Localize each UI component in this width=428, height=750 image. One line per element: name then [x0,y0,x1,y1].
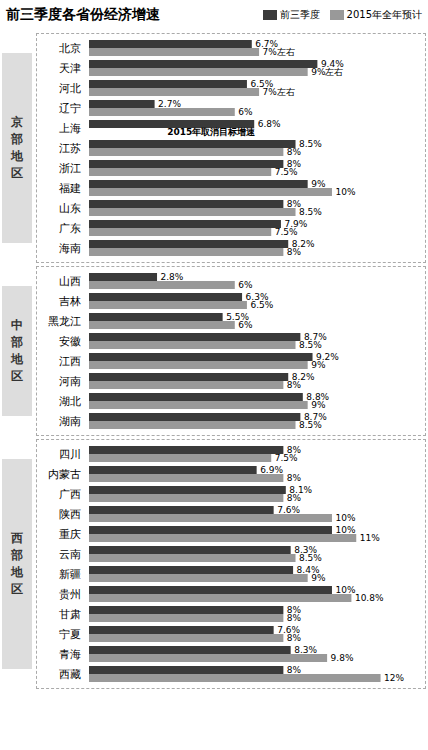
svg-text:吉林: 吉林 [59,295,81,308]
svg-text:云南: 云南 [59,548,81,561]
svg-text:福建: 福建 [59,182,81,195]
svg-text:8.4%: 8.4% [296,565,320,576]
svg-text:山西: 山西 [59,275,81,288]
svg-text:江西: 江西 [59,355,81,368]
svg-text:10%: 10% [335,513,355,523]
svg-text:10%: 10% [335,585,355,595]
svg-text:8%: 8% [287,613,302,623]
svg-text:7.5%: 7.5% [275,167,298,177]
svg-text:9%左右: 9%左右 [311,67,343,77]
svg-text:9%: 9% [311,360,326,370]
html-text:中 部 地 区: 中 部 地 区 [11,318,23,383]
svg-text:西藏: 西藏 [59,668,81,681]
html-text:西 部 地 区: 西 部 地 区 [11,531,23,596]
svg-text:2.8%: 2.8% [161,272,184,282]
svg-text:新疆: 新疆 [59,568,81,581]
svg-text:9.4%: 9.4% [320,59,344,70]
svg-text:10.8%: 10.8% [355,593,384,603]
html-text:京 部 地 区: 京 部 地 区 [11,115,23,180]
svg-text:7%左右: 7%左右 [263,87,295,97]
svg-text:8.2%: 8.2% [291,239,315,250]
svg-text:8%: 8% [286,199,302,210]
svg-text:8%: 8% [287,247,302,257]
svg-text:6.9%: 6.9% [260,465,283,475]
svg-text:宁夏: 宁夏 [59,628,81,641]
svg-text:10%: 10% [335,525,355,535]
html-text:2015年全年预计: 2015年全年预计 [346,9,422,20]
svg-text:7.5%: 7.5% [275,453,298,463]
svg-text:8.8%: 8.8% [306,392,330,403]
svg-text:2.7%: 2.7% [158,99,181,109]
svg-text:8%: 8% [287,633,302,643]
svg-text:5.5%: 5.5% [226,312,249,323]
svg-text:8%: 8% [287,665,302,675]
svg-text:安徽: 安徽 [59,335,81,348]
svg-text:12%: 12% [384,673,404,683]
svg-text:7.6%: 7.6% [277,625,300,636]
svg-text:7%左右: 7%左右 [263,47,295,57]
svg-text:8%: 8% [286,159,302,170]
svg-text:重庆: 重庆 [59,528,81,541]
svg-text:天津: 天津 [59,62,81,75]
svg-text:6.5%: 6.5% [250,300,273,310]
svg-text:9%: 9% [311,573,326,583]
svg-text:江苏: 江苏 [59,142,81,155]
svg-text:8%: 8% [286,445,302,456]
svg-text:7.5%: 7.5% [275,227,298,237]
svg-text:8.3%: 8.3% [294,645,317,655]
svg-text:贵州: 贵州 [59,588,81,601]
svg-text:广西: 广西 [59,488,81,501]
svg-text:8%: 8% [287,380,302,390]
svg-text:广东: 广东 [59,222,81,235]
svg-text:河南: 河南 [59,375,81,388]
svg-text:内蒙古: 内蒙古 [48,468,81,481]
svg-text:11%: 11% [360,533,380,543]
svg-text:海南: 海南 [59,242,81,255]
svg-text:8%: 8% [287,147,302,157]
svg-text:8.7%: 8.7% [303,332,327,343]
svg-text:湖南: 湖南 [59,415,81,428]
svg-text:6.3%: 6.3% [245,292,269,303]
svg-text:北京: 北京 [59,42,81,55]
svg-text:8.2%: 8.2% [291,372,315,383]
svg-text:山东: 山东 [59,202,81,215]
svg-text:8.5%: 8.5% [299,340,322,350]
html-text:前三季度: 前三季度 [279,9,320,20]
svg-text:8%: 8% [286,605,302,616]
svg-text:辽宁: 辽宁 [59,102,81,115]
svg-text:青海: 青海 [59,648,81,661]
svg-text:8%: 8% [287,493,302,503]
svg-text:9%: 9% [311,400,326,410]
svg-text:6%: 6% [238,320,253,330]
svg-text:8.5%: 8.5% [299,207,322,217]
svg-text:6.8%: 6.8% [258,119,281,129]
svg-text:黑龙江: 黑龙江 [48,315,81,328]
svg-text:9.2%: 9.2% [316,352,339,363]
svg-text:8%: 8% [287,473,302,483]
svg-text:6.5%: 6.5% [250,79,274,90]
svg-text:6%: 6% [238,107,253,117]
svg-text:9%: 9% [311,179,326,189]
svg-text:浙江: 浙江 [59,162,81,175]
svg-text:8.5%: 8.5% [299,420,322,430]
html-text:前三季度各省份经济增速: 前三季度各省份经济增速 [6,6,160,22]
svg-text:10%: 10% [335,187,355,197]
svg-text:7.6%: 7.6% [277,505,300,515]
svg-text:7.9%: 7.9% [284,219,308,230]
svg-text:甘肃: 甘肃 [59,608,81,621]
svg-text:6%: 6% [238,280,253,290]
svg-text:8.5%: 8.5% [299,139,322,149]
svg-text:8.5%: 8.5% [299,553,322,563]
svg-text:四川: 四川 [59,448,81,461]
svg-text:湖北: 湖北 [59,395,81,408]
svg-text:河北: 河北 [59,82,81,95]
svg-text:2015年取消目标增速: 2015年取消目标增速 [167,127,256,137]
svg-text:8.3%: 8.3% [294,545,317,556]
svg-text:陕西: 陕西 [59,508,81,521]
svg-text:8.1%: 8.1% [289,485,313,496]
svg-text:8.7%: 8.7% [303,412,327,423]
svg-text:上海: 上海 [59,122,81,135]
svg-text:6.7%: 6.7% [255,39,279,50]
svg-text:9.8%: 9.8% [331,653,354,663]
